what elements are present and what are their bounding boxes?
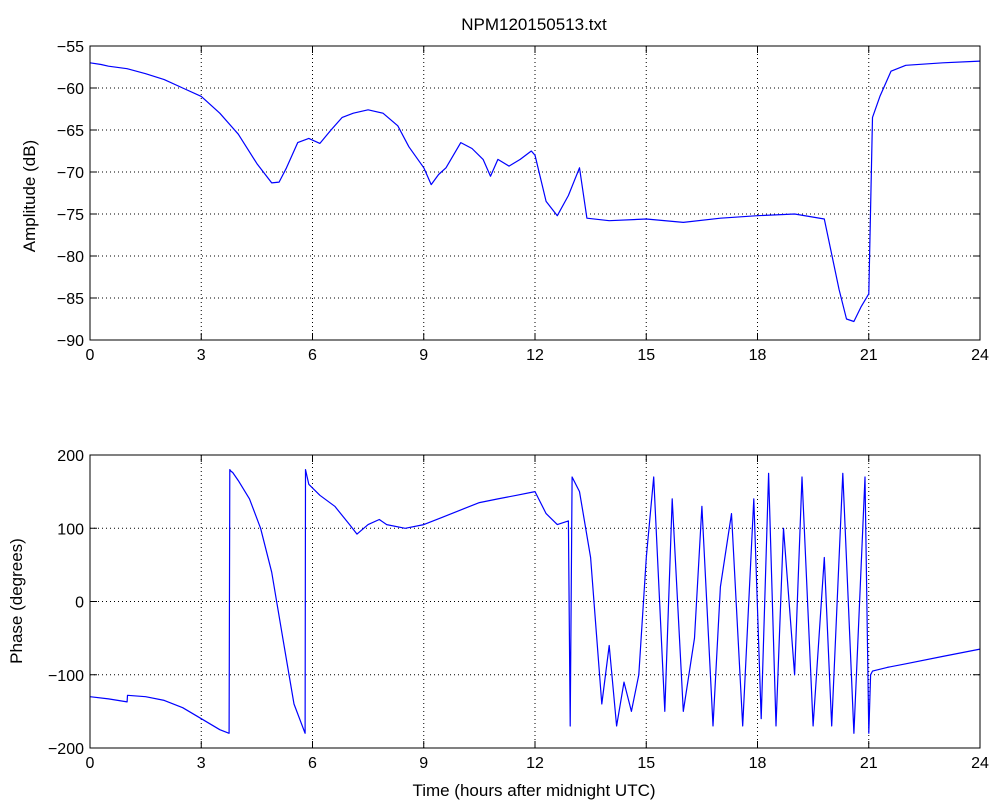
phase-series-line-0 <box>89 469 981 734</box>
phase-x-axis-label: Time (hours after midnight UTC) <box>412 781 655 800</box>
amplitude-y-tick-label: −75 <box>57 207 84 224</box>
amplitude-y-tick-label: −55 <box>57 39 84 56</box>
amplitude-x-tick-label: 9 <box>419 347 428 364</box>
phase-y-tick-label: −200 <box>48 741 84 758</box>
amplitude-x-tick-label: 18 <box>749 347 767 364</box>
phase-x-tick-label: 15 <box>637 755 655 772</box>
phase-x-tick-label: 0 <box>86 755 95 772</box>
amplitude-series-line-0 <box>89 60 981 323</box>
amplitude-x-tick-label: 0 <box>86 347 95 364</box>
amplitude-x-tick-label: 15 <box>637 347 655 364</box>
chart-title: NPM120150513.txt <box>461 15 607 34</box>
amplitude-y-axis-label: Amplitude (dB) <box>20 140 39 252</box>
amplitude-y-tick-label: −60 <box>57 81 84 98</box>
phase-y-tick-label: −100 <box>48 668 84 685</box>
amplitude-axes: 0 3 6 9 12 15 18 21 24 −90 −85 −80 −75 −70 −65 −60 −55 <box>57 39 989 364</box>
amplitude-x-tick-label: 12 <box>526 347 544 364</box>
phase-y-tick-label: 200 <box>57 448 84 465</box>
phase-x-tick-label: 18 <box>749 755 767 772</box>
phase-y-axis-label: Phase (degrees) <box>7 538 26 664</box>
amplitude-x-tick-label: 24 <box>971 347 989 364</box>
phase-x-tick-label: 6 <box>308 755 317 772</box>
phase-x-tick-label: 21 <box>860 755 878 772</box>
amplitude-y-tick-label: −65 <box>57 123 84 140</box>
amplitude-y-tick-label: −80 <box>57 249 84 266</box>
amplitude-x-tick-label: 6 <box>308 347 317 364</box>
amplitude-y-tick-label: −70 <box>57 165 84 182</box>
amplitude-y-tick-label: −85 <box>57 291 84 308</box>
phase-x-tick-label: 12 <box>526 755 544 772</box>
amplitude-x-tick-label: 21 <box>860 347 878 364</box>
phase-y-tick-label: 100 <box>57 521 84 538</box>
phase-x-tick-label: 24 <box>971 755 989 772</box>
phase-x-tick-label: 3 <box>197 755 206 772</box>
amplitude-y-tick-label: −90 <box>57 333 84 350</box>
phase-axes: 0 3 6 9 12 15 18 21 24 −200 −100 0 100 200 <box>48 448 989 772</box>
phase-x-tick-label: 9 <box>419 755 428 772</box>
phase-y-tick-label: 0 <box>75 595 84 612</box>
amplitude-x-tick-label: 3 <box>197 347 206 364</box>
